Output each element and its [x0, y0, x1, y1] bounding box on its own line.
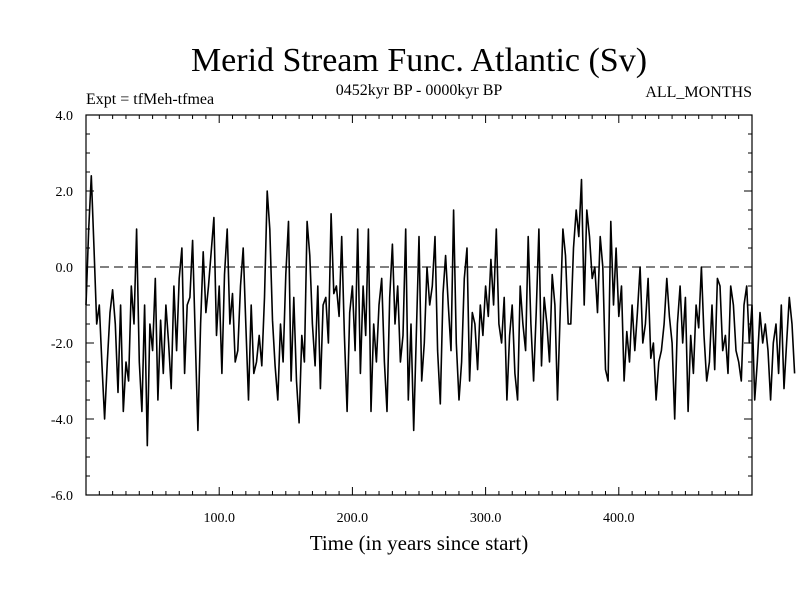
season-label: ALL_MONTHS [645, 84, 752, 101]
y-tick-label: -2.0 [51, 337, 73, 352]
experiment-label: Expt = tfMeh-tfmea [86, 91, 214, 108]
period-label: 0452kyr BP - 0000kyr BP [336, 82, 503, 99]
series-line-0 [85, 175, 796, 447]
x-tick-label: 300.0 [470, 511, 502, 526]
y-tick-label: 2.0 [56, 185, 74, 200]
plot-frame [85, 114, 753, 496]
x-axis-label: Time (in years since start) [310, 531, 529, 555]
x-tick-label: 400.0 [603, 511, 635, 526]
y-tick-label: 4.0 [56, 109, 74, 124]
y-tick-label: -6.0 [51, 489, 73, 504]
x-tick-label: 100.0 [203, 511, 235, 526]
tick-labels: 100.0 200.0 300.0 400.0 -6.0 -4.0 -2.0 0.0 2.0 4.… [51, 109, 635, 526]
y-tick-label: -4.0 [51, 413, 73, 428]
x-tick-label: 200.0 [337, 511, 369, 526]
y-tick-label: 0.0 [56, 261, 74, 276]
axes-layer [85, 114, 753, 496]
series-layer [85, 175, 796, 447]
chart-title: Merid Stream Func. Atlantic (Sv) [191, 42, 647, 79]
